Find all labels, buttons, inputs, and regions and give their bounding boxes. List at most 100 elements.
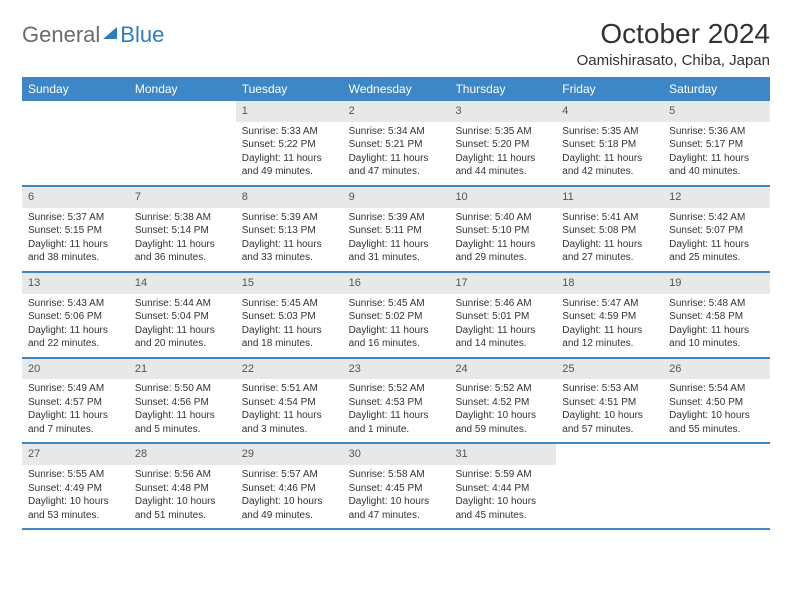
sunrise-text: Sunrise: 5:36 AM (669, 125, 764, 139)
day-number: 31 (449, 444, 556, 465)
daylight-text: Daylight: 10 hours and 51 minutes. (135, 495, 230, 522)
calendar: SundayMondayTuesdayWednesdayThursdayFrid… (22, 77, 770, 530)
day-number: 27 (22, 444, 129, 465)
daylight-text: Daylight: 11 hours and 16 minutes. (349, 324, 444, 351)
sunset-text: Sunset: 5:21 PM (349, 138, 444, 152)
sunset-text: Sunset: 5:06 PM (28, 310, 123, 324)
day-cell: 12Sunrise: 5:42 AMSunset: 5:07 PMDayligh… (663, 187, 770, 271)
day-number: 11 (556, 187, 663, 208)
day-body: Sunrise: 5:58 AMSunset: 4:45 PMDaylight:… (343, 465, 450, 528)
daylight-text: Daylight: 11 hours and 42 minutes. (562, 152, 657, 179)
sunset-text: Sunset: 4:58 PM (669, 310, 764, 324)
sunrise-text: Sunrise: 5:47 AM (562, 297, 657, 311)
daylight-text: Daylight: 11 hours and 38 minutes. (28, 238, 123, 265)
sunset-text: Sunset: 4:49 PM (28, 482, 123, 496)
day-body: Sunrise: 5:56 AMSunset: 4:48 PMDaylight:… (129, 465, 236, 528)
sunrise-text: Sunrise: 5:34 AM (349, 125, 444, 139)
sunrise-text: Sunrise: 5:45 AM (242, 297, 337, 311)
sunset-text: Sunset: 5:13 PM (242, 224, 337, 238)
week-row: 27Sunrise: 5:55 AMSunset: 4:49 PMDayligh… (22, 444, 770, 530)
day-body: Sunrise: 5:54 AMSunset: 4:50 PMDaylight:… (663, 379, 770, 442)
sunrise-text: Sunrise: 5:40 AM (455, 211, 550, 225)
sunrise-text: Sunrise: 5:39 AM (242, 211, 337, 225)
day-cell: 21Sunrise: 5:50 AMSunset: 4:56 PMDayligh… (129, 359, 236, 443)
daylight-text: Daylight: 10 hours and 53 minutes. (28, 495, 123, 522)
day-cell: 31Sunrise: 5:59 AMSunset: 4:44 PMDayligh… (449, 444, 556, 528)
sunrise-text: Sunrise: 5:57 AM (242, 468, 337, 482)
sunrise-text: Sunrise: 5:38 AM (135, 211, 230, 225)
sunrise-text: Sunrise: 5:52 AM (455, 382, 550, 396)
day-body: Sunrise: 5:42 AMSunset: 5:07 PMDaylight:… (663, 208, 770, 271)
day-cell: 16Sunrise: 5:45 AMSunset: 5:02 PMDayligh… (343, 273, 450, 357)
day-number: 26 (663, 359, 770, 380)
daylight-text: Daylight: 10 hours and 45 minutes. (455, 495, 550, 522)
sunset-text: Sunset: 4:46 PM (242, 482, 337, 496)
day-body: Sunrise: 5:39 AMSunset: 5:11 PMDaylight:… (343, 208, 450, 271)
sunset-text: Sunset: 5:20 PM (455, 138, 550, 152)
sunset-text: Sunset: 5:04 PM (135, 310, 230, 324)
daylight-text: Daylight: 11 hours and 27 minutes. (562, 238, 657, 265)
day-cell (663, 444, 770, 528)
day-cell: 7Sunrise: 5:38 AMSunset: 5:14 PMDaylight… (129, 187, 236, 271)
sunrise-text: Sunrise: 5:41 AM (562, 211, 657, 225)
day-body: Sunrise: 5:46 AMSunset: 5:01 PMDaylight:… (449, 294, 556, 357)
sunrise-text: Sunrise: 5:43 AM (28, 297, 123, 311)
sunset-text: Sunset: 5:15 PM (28, 224, 123, 238)
day-cell: 20Sunrise: 5:49 AMSunset: 4:57 PMDayligh… (22, 359, 129, 443)
day-cell: 1Sunrise: 5:33 AMSunset: 5:22 PMDaylight… (236, 101, 343, 185)
sunset-text: Sunset: 5:07 PM (669, 224, 764, 238)
sunset-text: Sunset: 5:11 PM (349, 224, 444, 238)
day-cell (556, 444, 663, 528)
daylight-text: Daylight: 11 hours and 29 minutes. (455, 238, 550, 265)
week-row: 6Sunrise: 5:37 AMSunset: 5:15 PMDaylight… (22, 187, 770, 273)
day-cell: 5Sunrise: 5:36 AMSunset: 5:17 PMDaylight… (663, 101, 770, 185)
daylight-text: Daylight: 10 hours and 55 minutes. (669, 409, 764, 436)
daylight-text: Daylight: 11 hours and 36 minutes. (135, 238, 230, 265)
week-row: 1Sunrise: 5:33 AMSunset: 5:22 PMDaylight… (22, 101, 770, 187)
day-cell: 25Sunrise: 5:53 AMSunset: 4:51 PMDayligh… (556, 359, 663, 443)
day-number: 18 (556, 273, 663, 294)
day-number: 29 (236, 444, 343, 465)
sunset-text: Sunset: 5:14 PM (135, 224, 230, 238)
day-body: Sunrise: 5:45 AMSunset: 5:03 PMDaylight:… (236, 294, 343, 357)
day-number: 22 (236, 359, 343, 380)
sunrise-text: Sunrise: 5:54 AM (669, 382, 764, 396)
day-number: 19 (663, 273, 770, 294)
daylight-text: Daylight: 10 hours and 47 minutes. (349, 495, 444, 522)
sunrise-text: Sunrise: 5:46 AM (455, 297, 550, 311)
day-cell: 11Sunrise: 5:41 AMSunset: 5:08 PMDayligh… (556, 187, 663, 271)
day-body: Sunrise: 5:47 AMSunset: 4:59 PMDaylight:… (556, 294, 663, 357)
day-cell: 9Sunrise: 5:39 AMSunset: 5:11 PMDaylight… (343, 187, 450, 271)
day-number: 21 (129, 359, 236, 380)
logo-text-blue: Blue (120, 22, 164, 48)
daylight-text: Daylight: 11 hours and 20 minutes. (135, 324, 230, 351)
day-cell: 23Sunrise: 5:52 AMSunset: 4:53 PMDayligh… (343, 359, 450, 443)
weekday-header: Saturday (663, 77, 770, 101)
day-number: 24 (449, 359, 556, 380)
day-body: Sunrise: 5:35 AMSunset: 5:18 PMDaylight:… (556, 122, 663, 185)
day-number: 1 (236, 101, 343, 122)
day-body: Sunrise: 5:39 AMSunset: 5:13 PMDaylight:… (236, 208, 343, 271)
day-number: 30 (343, 444, 450, 465)
sunset-text: Sunset: 5:02 PM (349, 310, 444, 324)
sunset-text: Sunset: 4:53 PM (349, 396, 444, 410)
day-body: Sunrise: 5:38 AMSunset: 5:14 PMDaylight:… (129, 208, 236, 271)
sunset-text: Sunset: 4:45 PM (349, 482, 444, 496)
daylight-text: Daylight: 11 hours and 40 minutes. (669, 152, 764, 179)
day-body: Sunrise: 5:44 AMSunset: 5:04 PMDaylight:… (129, 294, 236, 357)
day-number: 8 (236, 187, 343, 208)
sunset-text: Sunset: 4:48 PM (135, 482, 230, 496)
daylight-text: Daylight: 10 hours and 49 minutes. (242, 495, 337, 522)
daylight-text: Daylight: 11 hours and 12 minutes. (562, 324, 657, 351)
daylight-text: Daylight: 11 hours and 31 minutes. (349, 238, 444, 265)
day-number: 5 (663, 101, 770, 122)
day-cell: 15Sunrise: 5:45 AMSunset: 5:03 PMDayligh… (236, 273, 343, 357)
month-title: October 2024 (577, 18, 770, 50)
day-number: 14 (129, 273, 236, 294)
sunrise-text: Sunrise: 5:48 AM (669, 297, 764, 311)
day-number: 17 (449, 273, 556, 294)
day-cell (22, 101, 129, 185)
day-body: Sunrise: 5:55 AMSunset: 4:49 PMDaylight:… (22, 465, 129, 528)
day-body: Sunrise: 5:48 AMSunset: 4:58 PMDaylight:… (663, 294, 770, 357)
day-number: 9 (343, 187, 450, 208)
